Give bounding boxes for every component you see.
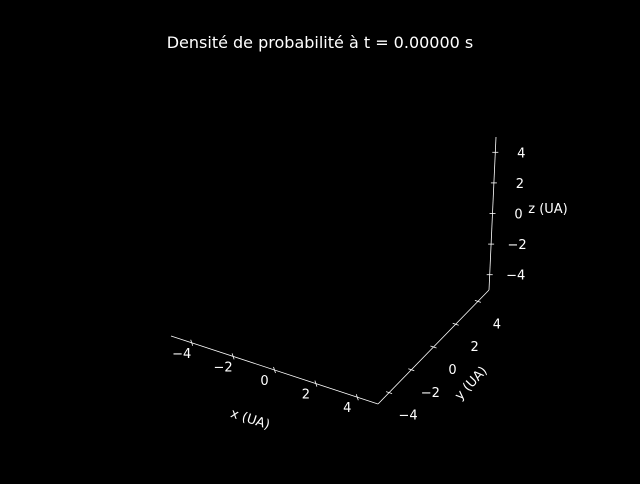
y-tick-mark — [430, 345, 437, 349]
y-tick-label: 0 — [448, 363, 456, 378]
y-tick-label: −4 — [399, 409, 418, 424]
x-tick-label: −2 — [214, 360, 233, 375]
y-tick-mark — [452, 322, 459, 326]
z-tick-label: 2 — [516, 177, 524, 192]
z-axis-label: z (UA) — [528, 202, 568, 217]
x-tick-label: −4 — [172, 347, 191, 362]
y-tick-label: −2 — [421, 386, 440, 401]
y-tick-mark — [408, 368, 415, 372]
y-axis-label: y (UA) — [452, 364, 491, 404]
z-tick-label: −2 — [508, 238, 527, 253]
x-axis-label: x (UA) — [229, 406, 272, 433]
x-tick-mark — [231, 353, 235, 360]
y-tick-label: 2 — [471, 340, 479, 355]
y-tick-mark — [385, 391, 393, 394]
x-tick-mark — [314, 380, 318, 387]
x-tick-label: 0 — [260, 374, 268, 389]
x-tick-label: 2 — [302, 388, 310, 403]
x-tick-label: 4 — [343, 401, 351, 416]
x-tick-mark — [273, 366, 276, 374]
x-tick-mark — [190, 339, 194, 346]
y-tick-mark — [474, 300, 482, 303]
z-tick-label: −4 — [506, 269, 525, 284]
chart-title: Densité de probabilité à t = 0.00000 s — [166, 33, 474, 52]
y-tick-label: 4 — [493, 317, 501, 332]
x-tick-mark — [355, 394, 359, 401]
z-tick-label: 0 — [514, 208, 522, 223]
z-tick-label: 4 — [517, 146, 525, 161]
